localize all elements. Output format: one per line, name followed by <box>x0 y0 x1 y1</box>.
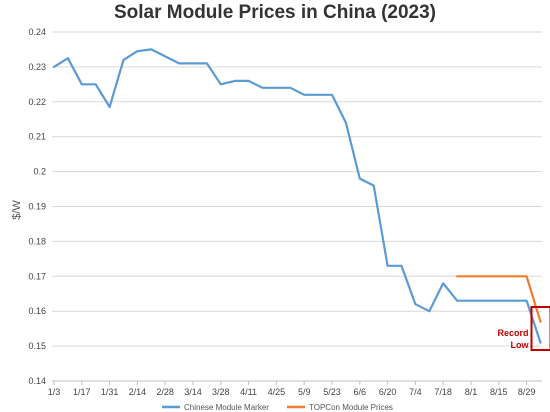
y-tick-label: 0.24 <box>28 27 46 37</box>
y-tick-label: 0.17 <box>28 271 46 281</box>
x-tick-label: 2/14 <box>129 387 147 397</box>
x-tick-label: 1/17 <box>73 387 91 397</box>
x-tick-label: 8/1 <box>465 387 478 397</box>
x-tick-label: 5/23 <box>323 387 341 397</box>
legend-label-1: TOPCon Module Prices <box>309 403 393 412</box>
y-axis-title: $/W <box>11 200 23 220</box>
y-tick-label: 0.15 <box>28 341 46 351</box>
x-tick-label: 6/6 <box>354 387 367 397</box>
x-tick-label: 3/28 <box>212 387 230 397</box>
x-tick-labels: 1/3 1/17 1/31 2/14 2/28 3/14 3/28 4/11 4/25 5/9 5/… <box>48 387 536 397</box>
y-tick-label: 0.21 <box>28 132 46 142</box>
y-tick-label: 0.18 <box>28 236 46 246</box>
y-tick-labels: 0.14 0.15 0.16 0.17 0.18 0.19 0.2 0.21 0.22 0.23 0… <box>28 27 46 386</box>
x-tick-label: 8/15 <box>490 387 508 397</box>
series-line-0 <box>52 48 542 344</box>
y-tick-label: 0.2 <box>33 167 46 177</box>
record-low-label-line1: Record <box>497 328 528 338</box>
series-line-1 <box>456 275 542 323</box>
y-tick-label: 0.22 <box>28 97 46 107</box>
y-tick-label: 0.16 <box>28 306 46 316</box>
record-low-label-line2: Low <box>511 340 530 350</box>
legend: Chinese Module Marker TOPCon Module Price… <box>162 403 393 412</box>
series-lines <box>52 48 542 344</box>
x-tick-label: 4/11 <box>240 387 257 397</box>
axes <box>52 380 542 385</box>
x-tick-label: 5/9 <box>298 387 311 397</box>
y-tick-label: 0.14 <box>28 376 46 386</box>
y-tick-label: 0.19 <box>28 202 46 212</box>
x-tick-label: 7/18 <box>434 387 452 397</box>
x-tick-label: 7/4 <box>409 387 422 397</box>
record-low-box <box>530 306 550 351</box>
record-low-annotation: Record Low <box>497 306 550 351</box>
x-tick-label: 2/28 <box>156 387 174 397</box>
chart-title: Solar Module Prices in China (2023) <box>113 2 437 23</box>
x-tick-label: 6/20 <box>379 387 397 397</box>
x-tick-label: 1/31 <box>101 387 119 397</box>
y-tick-label: 0.23 <box>28 62 46 72</box>
x-tick-label: 3/14 <box>184 387 202 397</box>
legend-label-0: Chinese Module Marker <box>184 403 269 412</box>
x-tick-label: 8/29 <box>518 387 536 397</box>
x-tick-label: 1/3 <box>48 387 61 397</box>
x-tick-label: 4/25 <box>268 387 286 397</box>
gridlines <box>52 31 542 382</box>
